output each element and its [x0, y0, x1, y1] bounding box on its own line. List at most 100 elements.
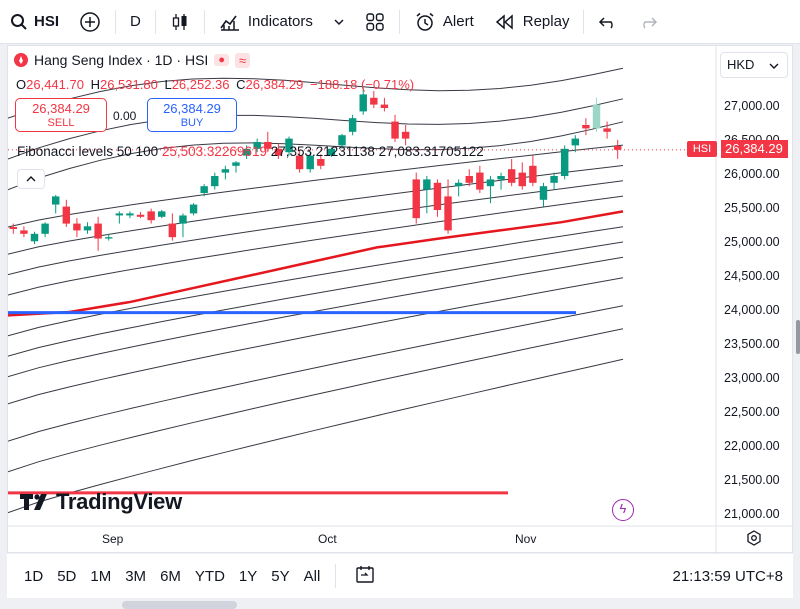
band-line-12 [8, 328, 624, 473]
grid-icon [366, 12, 384, 31]
time-label-nov: Nov [515, 532, 537, 546]
clock-timezone[interactable]: 21:13:59 UTC+8 [672, 567, 784, 585]
range-3m[interactable]: 3M [125, 567, 147, 585]
current-price-label: 26,384.29 [721, 140, 788, 158]
candle-body [433, 182, 442, 210]
series-settings-button[interactable]: ● [214, 54, 229, 66]
divider [398, 9, 400, 34]
settings-gear-button[interactable] [746, 530, 762, 551]
price-chart[interactable] [8, 46, 794, 554]
band-line-5 [8, 180, 624, 276]
candle-body [327, 148, 336, 156]
band-line-11 [8, 305, 624, 442]
price-tick-label: 25,000.00 [724, 235, 780, 249]
price-tick-label: 27,000.00 [724, 99, 780, 113]
price-tick-label: 21,000.00 [724, 507, 780, 521]
undo-icon [599, 16, 614, 28]
candle-body [348, 118, 357, 132]
candle-body [497, 176, 505, 180]
high-label: H [90, 77, 100, 92]
candle-body [179, 215, 187, 224]
candle-body [189, 204, 198, 214]
vertical-scrollbar[interactable] [796, 320, 800, 354]
range-5y[interactable]: 5Y [271, 567, 290, 585]
symbol-search[interactable]: HSI [0, 0, 69, 44]
indicators-dropdown[interactable] [323, 0, 355, 44]
range-all[interactable]: All [303, 567, 321, 585]
sell-button[interactable]: 26,384.29 SELL [15, 98, 107, 132]
band-line-0 [8, 67, 624, 119]
brand-text: TradingView [56, 489, 182, 514]
indicators-button[interactable]: Indicators [209, 0, 323, 44]
candle-body [518, 172, 526, 187]
currency-selector[interactable]: HKD [720, 52, 788, 78]
candle-body [168, 223, 177, 238]
interval-button[interactable]: D [130, 13, 141, 30]
time-label-sep: Sep [102, 532, 124, 546]
candle-body [295, 155, 304, 170]
symbol-name: HSI [34, 13, 60, 30]
series-wave-button[interactable]: ≈ [234, 52, 251, 68]
gear-icon [747, 530, 761, 546]
divider [583, 9, 585, 34]
candle-body [274, 148, 283, 156]
close-label: C [236, 77, 246, 92]
candle-body [423, 179, 431, 190]
candle-body [62, 206, 71, 224]
indicators-icon [220, 15, 239, 31]
open-value: 26,441.70 [26, 77, 84, 92]
range-5d[interactable]: 5D [57, 567, 77, 585]
candle-body [380, 104, 389, 108]
range-1m[interactable]: 1M [90, 567, 112, 585]
band-line-3 [8, 144, 624, 228]
horizontal-scrollbar[interactable] [122, 601, 237, 609]
goto-date-button[interactable] [348, 564, 382, 588]
indicators-label: Indicators [247, 13, 313, 30]
add-circle-icon [80, 11, 100, 32]
lightning-icon: ϟ [619, 501, 627, 516]
range-1y[interactable]: 1Y [238, 567, 258, 585]
range-ytd[interactable]: YTD [194, 567, 225, 585]
candle-body [285, 138, 293, 153]
band-line-8 [8, 241, 624, 357]
fib-name: Fibonacci levels 50 100 [17, 144, 159, 159]
candle-body [317, 159, 325, 166]
sell-label: SELL [47, 117, 75, 129]
chevron-down-icon [769, 63, 779, 69]
divider [154, 9, 156, 34]
chevron-up-icon [26, 176, 36, 182]
collapse-legend-button[interactable] [17, 169, 45, 189]
candle-body [158, 211, 166, 217]
alert-button[interactable]: Alert [404, 0, 484, 44]
high-value: 26,531.80 [99, 77, 158, 92]
chart-pane[interactable] [7, 45, 794, 554]
candle-body [30, 233, 39, 242]
candle-body [476, 172, 484, 190]
replay-button[interactable]: Replay [484, 0, 580, 44]
redo-button[interactable] [628, 0, 668, 44]
candle-body [571, 138, 579, 146]
series-legend: Hang Seng Index · 1D · HSI ● ≈ [14, 52, 251, 68]
chart-type-button[interactable] [160, 0, 200, 44]
price-tick-label: 22,000.00 [724, 439, 780, 453]
band-line-2 [8, 121, 624, 191]
undo-button[interactable] [588, 0, 628, 44]
current-price-tag: HSI [687, 141, 717, 157]
price-tick-label: 21,500.00 [724, 473, 780, 487]
candle-body [338, 135, 346, 146]
buy-button[interactable]: 26,384.29 BUY [147, 98, 237, 132]
divider [203, 9, 205, 34]
range-1d[interactable]: 1D [24, 567, 44, 585]
candle-body [560, 148, 569, 176]
flash-button[interactable]: ϟ [612, 499, 634, 521]
compare-button[interactable] [69, 0, 111, 44]
layouts-button[interactable] [355, 0, 395, 44]
candle-body [200, 186, 208, 193]
range-6m[interactable]: 6M [160, 567, 181, 585]
candle-body [592, 104, 601, 129]
candle-body [529, 165, 537, 183]
band-line-1 [8, 98, 624, 160]
candle-body [507, 169, 516, 183]
candle-body [20, 230, 28, 234]
candle-body [147, 211, 155, 221]
